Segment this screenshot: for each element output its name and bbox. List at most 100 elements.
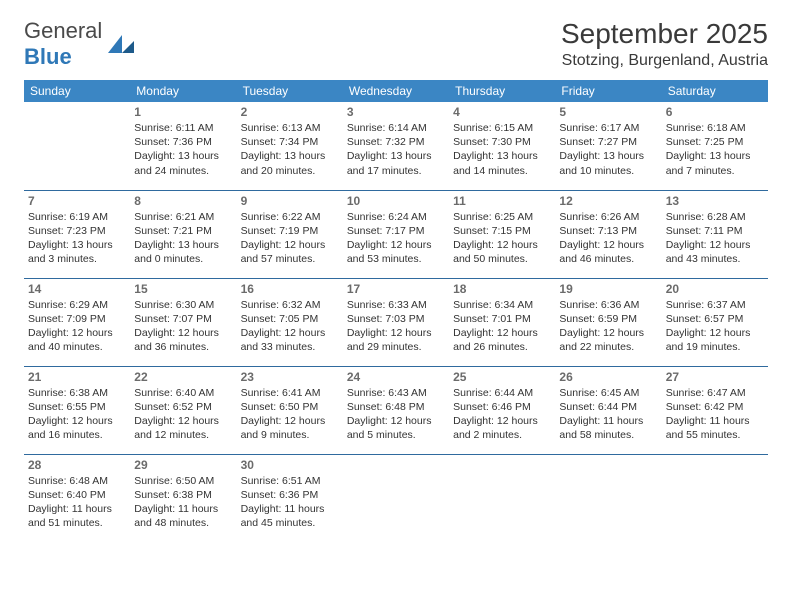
weekday-header-row: Sunday Monday Tuesday Wednesday Thursday… <box>24 80 768 102</box>
logo-word2: Blue <box>24 44 72 69</box>
day-number: 3 <box>347 105 445 119</box>
day-cell: 3Sunrise: 6:14 AMSunset: 7:32 PMDaylight… <box>343 102 449 190</box>
day-number: 14 <box>28 282 126 296</box>
daylight1-text: Daylight: 12 hours <box>347 414 445 428</box>
day-number: 4 <box>453 105 551 119</box>
day-number: 23 <box>241 370 339 384</box>
daylight2-text: and 19 minutes. <box>666 340 764 354</box>
daylight2-text: and 29 minutes. <box>347 340 445 354</box>
daylight1-text: Daylight: 12 hours <box>453 326 551 340</box>
sunset-text: Sunset: 7:15 PM <box>453 224 551 238</box>
day-number: 8 <box>134 194 232 208</box>
sunrise-text: Sunrise: 6:11 AM <box>134 121 232 135</box>
sunrise-text: Sunrise: 6:19 AM <box>28 210 126 224</box>
sunrise-text: Sunrise: 6:34 AM <box>453 298 551 312</box>
sunset-text: Sunset: 7:17 PM <box>347 224 445 238</box>
day-number: 9 <box>241 194 339 208</box>
daylight1-text: Daylight: 12 hours <box>666 238 764 252</box>
daylight2-text: and 7 minutes. <box>666 164 764 178</box>
sunset-text: Sunset: 6:59 PM <box>559 312 657 326</box>
daylight2-text: and 17 minutes. <box>347 164 445 178</box>
daylight1-text: Daylight: 12 hours <box>28 326 126 340</box>
daylight2-text: and 33 minutes. <box>241 340 339 354</box>
sunrise-text: Sunrise: 6:26 AM <box>559 210 657 224</box>
daylight1-text: Daylight: 12 hours <box>347 238 445 252</box>
sunrise-text: Sunrise: 6:25 AM <box>453 210 551 224</box>
sunrise-text: Sunrise: 6:40 AM <box>134 386 232 400</box>
daylight2-text: and 51 minutes. <box>28 516 126 530</box>
daylight2-text: and 2 minutes. <box>453 428 551 442</box>
day-cell <box>662 454 768 542</box>
sunset-text: Sunset: 6:52 PM <box>134 400 232 414</box>
daylight2-text: and 3 minutes. <box>28 252 126 266</box>
day-number: 10 <box>347 194 445 208</box>
logo-mark-icon <box>108 35 134 53</box>
day-cell: 26Sunrise: 6:45 AMSunset: 6:44 PMDayligh… <box>555 366 661 454</box>
day-number: 30 <box>241 458 339 472</box>
day-number: 22 <box>134 370 232 384</box>
day-cell: 23Sunrise: 6:41 AMSunset: 6:50 PMDayligh… <box>237 366 343 454</box>
daylight1-text: Daylight: 11 hours <box>559 414 657 428</box>
daylight2-text: and 45 minutes. <box>241 516 339 530</box>
daylight1-text: Daylight: 11 hours <box>666 414 764 428</box>
sunset-text: Sunset: 7:03 PM <box>347 312 445 326</box>
day-number: 15 <box>134 282 232 296</box>
sunset-text: Sunset: 7:05 PM <box>241 312 339 326</box>
day-number: 27 <box>666 370 764 384</box>
sunrise-text: Sunrise: 6:51 AM <box>241 474 339 488</box>
day-cell: 5Sunrise: 6:17 AMSunset: 7:27 PMDaylight… <box>555 102 661 190</box>
col-monday: Monday <box>130 80 236 102</box>
day-number: 24 <box>347 370 445 384</box>
daylight2-text: and 14 minutes. <box>453 164 551 178</box>
day-number: 21 <box>28 370 126 384</box>
calendar-table: Sunday Monday Tuesday Wednesday Thursday… <box>24 80 768 542</box>
title-block: September 2025 Stotzing, Burgenland, Aus… <box>561 18 768 70</box>
sunrise-text: Sunrise: 6:47 AM <box>666 386 764 400</box>
daylight2-text: and 26 minutes. <box>453 340 551 354</box>
col-thursday: Thursday <box>449 80 555 102</box>
sunset-text: Sunset: 7:23 PM <box>28 224 126 238</box>
daylight2-text: and 40 minutes. <box>28 340 126 354</box>
sunset-text: Sunset: 7:27 PM <box>559 135 657 149</box>
header: General Blue September 2025 Stotzing, Bu… <box>24 18 768 70</box>
day-number: 25 <box>453 370 551 384</box>
day-number: 5 <box>559 105 657 119</box>
sunset-text: Sunset: 6:40 PM <box>28 488 126 502</box>
daylight1-text: Daylight: 12 hours <box>134 414 232 428</box>
day-number: 29 <box>134 458 232 472</box>
day-cell: 24Sunrise: 6:43 AMSunset: 6:48 PMDayligh… <box>343 366 449 454</box>
sunrise-text: Sunrise: 6:30 AM <box>134 298 232 312</box>
day-number: 28 <box>28 458 126 472</box>
month-title: September 2025 <box>561 18 768 50</box>
daylight2-text: and 5 minutes. <box>347 428 445 442</box>
sunset-text: Sunset: 7:21 PM <box>134 224 232 238</box>
sunset-text: Sunset: 6:55 PM <box>28 400 126 414</box>
daylight1-text: Daylight: 13 hours <box>666 149 764 163</box>
daylight2-text: and 22 minutes. <box>559 340 657 354</box>
sunrise-text: Sunrise: 6:38 AM <box>28 386 126 400</box>
daylight2-text: and 24 minutes. <box>134 164 232 178</box>
sunset-text: Sunset: 7:34 PM <box>241 135 339 149</box>
sunset-text: Sunset: 7:13 PM <box>559 224 657 238</box>
daylight1-text: Daylight: 13 hours <box>347 149 445 163</box>
day-cell: 15Sunrise: 6:30 AMSunset: 7:07 PMDayligh… <box>130 278 236 366</box>
sunset-text: Sunset: 6:46 PM <box>453 400 551 414</box>
day-number: 16 <box>241 282 339 296</box>
daylight2-text: and 10 minutes. <box>559 164 657 178</box>
daylight1-text: Daylight: 11 hours <box>134 502 232 516</box>
daylight2-text: and 57 minutes. <box>241 252 339 266</box>
col-saturday: Saturday <box>662 80 768 102</box>
col-sunday: Sunday <box>24 80 130 102</box>
day-cell: 13Sunrise: 6:28 AMSunset: 7:11 PMDayligh… <box>662 190 768 278</box>
sunrise-text: Sunrise: 6:36 AM <box>559 298 657 312</box>
daylight1-text: Daylight: 13 hours <box>453 149 551 163</box>
day-number: 1 <box>134 105 232 119</box>
day-number: 17 <box>347 282 445 296</box>
day-cell <box>24 102 130 190</box>
col-friday: Friday <box>555 80 661 102</box>
sunrise-text: Sunrise: 6:28 AM <box>666 210 764 224</box>
daylight2-text: and 36 minutes. <box>134 340 232 354</box>
location: Stotzing, Burgenland, Austria <box>561 52 768 70</box>
day-number: 6 <box>666 105 764 119</box>
daylight1-text: Daylight: 13 hours <box>559 149 657 163</box>
